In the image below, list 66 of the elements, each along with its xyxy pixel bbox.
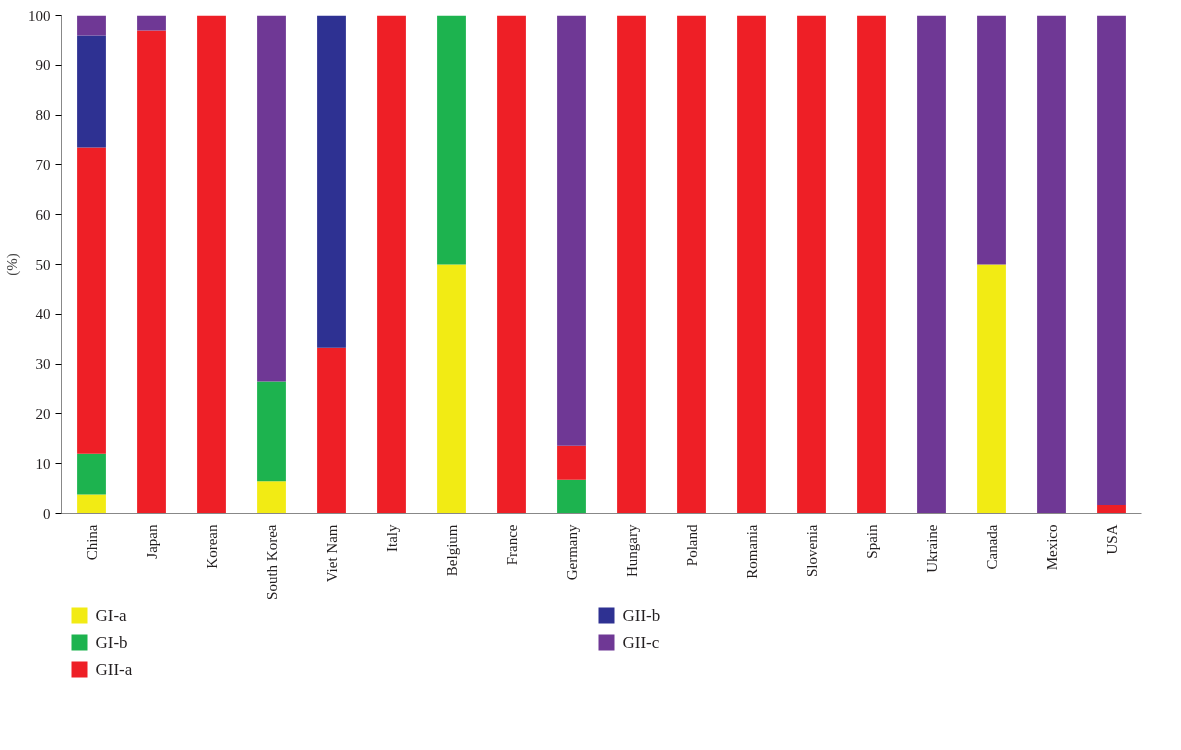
bar [257,381,286,482]
bar [797,15,826,514]
bar [197,15,226,514]
y-tick-label: 50 [35,256,51,273]
x-tick-label: Slovenia [803,524,820,577]
y-tick-label: 80 [35,107,51,124]
bar [77,494,106,514]
y-tick-label: 90 [35,57,51,74]
bar [437,15,466,265]
bar [257,481,286,514]
bar [437,264,466,514]
bar [557,445,586,480]
y-tick-label: 10 [35,455,51,472]
x-tick-label: Poland [683,524,700,567]
bar [557,479,586,514]
bar [977,15,1006,265]
legend-label: GII-c [622,633,660,652]
x-tick-label: USA [1103,524,1120,555]
x-tick-label: Romania [743,524,760,579]
y-tick-label: 60 [35,206,51,223]
x-tick-label: Ukraine [923,524,940,573]
bar [317,15,346,348]
bar [1097,15,1126,506]
bar [77,35,106,148]
bar [137,15,166,31]
y-tick-label: 100 [28,7,51,24]
y-tick-label: 30 [35,356,51,373]
bar [497,15,526,514]
x-tick-label: Japan [143,524,160,559]
x-tick-label: Korean [203,524,220,569]
bar [1037,15,1066,514]
y-axis-title: (%) [4,253,21,276]
bar [137,30,166,514]
legend-label: GI-a [95,606,128,625]
x-tick-label: Belgium [443,524,460,577]
x-tick-label: Canada [983,524,1000,570]
y-tick-label: 40 [35,306,51,323]
x-tick-label: Hungary [623,524,640,577]
bar [917,15,946,514]
bar [377,15,406,514]
legend-label: GII-b [622,606,661,625]
y-tick-label: 70 [35,156,51,173]
bar [1097,505,1126,514]
bar [317,347,346,514]
bar [977,264,1006,514]
x-tick-label: Mexico [1043,524,1060,571]
x-tick-label: Germany [563,524,580,581]
bar [617,15,646,514]
y-tick-label: 0 [43,505,51,522]
bar [77,15,106,36]
legend-label: GI-b [95,633,128,652]
x-tick-label: South Korea [263,524,280,600]
bar [77,453,106,495]
x-tick-label: Spain [863,524,880,559]
legend-label: GII-a [95,660,133,679]
bar [677,15,706,514]
bar [257,15,286,382]
x-tick-label: Viet Nam [323,524,340,583]
y-tick-label: 20 [35,405,51,422]
x-tick-label: Italy [383,524,400,552]
bar [857,15,886,514]
bar [77,147,106,454]
x-tick-label: France [503,524,520,566]
x-tick-label: China [83,524,100,561]
bar [557,15,586,446]
bar [737,15,766,514]
